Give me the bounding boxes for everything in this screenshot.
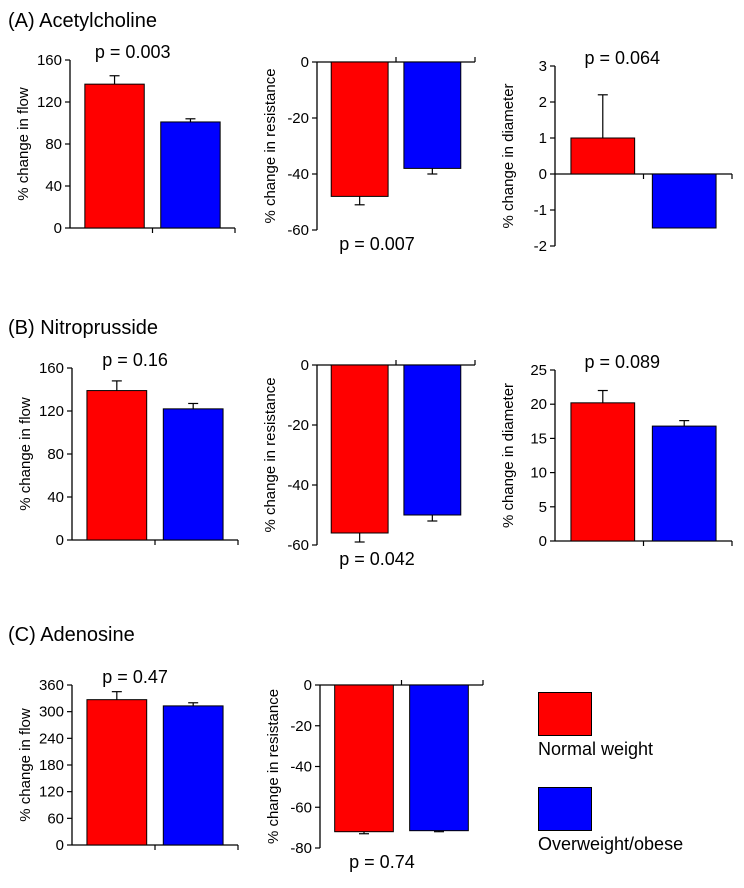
- bar-normal: [330, 364, 389, 534]
- y-tick-label: 120: [37, 94, 62, 111]
- y-tick-label: 160: [37, 52, 62, 69]
- panel-a2: 0 -20 -40 -60 % change in resistance p = 0.00…: [262, 54, 476, 254]
- y-tick-label: 120: [39, 403, 64, 420]
- y-tick-label: -2: [534, 238, 547, 255]
- bar-normal: [330, 61, 389, 197]
- p-value-label: p = 0.007: [339, 234, 415, 254]
- bar-normal: [334, 684, 394, 833]
- bar-overweight: [162, 408, 224, 541]
- y-tick-label: 120: [39, 784, 64, 801]
- y-tick-label: -40: [290, 759, 312, 776]
- y-tick-label: -80: [290, 840, 312, 857]
- panel-a1: 0 40 80 120 160 % change in flow p = 0.003: [15, 42, 236, 237]
- y-tick-label: 300: [39, 704, 64, 721]
- y-tick-label: 180: [39, 757, 64, 774]
- y-tick-label: 0: [56, 837, 64, 854]
- y-tick-label: 15: [530, 430, 547, 447]
- y-axis-label: % change in resistance: [265, 689, 282, 844]
- y-tick-label: 240: [39, 730, 64, 747]
- y-tick-label: 0: [301, 357, 309, 374]
- y-tick-label: 1: [539, 130, 547, 147]
- y-axis-label: % change in flow: [17, 708, 34, 822]
- y-axis-label: % change in flow: [15, 87, 32, 201]
- y-tick-label: -20: [290, 718, 312, 735]
- panel-b3: 0 5 10 15 20 25 % change in diameter p = 0.089: [500, 352, 733, 550]
- bar-overweight: [409, 684, 469, 832]
- y-axis-label: % change in diameter: [500, 83, 517, 228]
- y-tick-label: 160: [39, 360, 64, 377]
- panel-c2: 0 -20 -40 -60 -80 % change in resistance p = 0…: [265, 677, 484, 872]
- panel-c1: 0 60 120 180 240 300 360 % change in flow p = 0.…: [17, 667, 239, 854]
- bar-normal: [570, 137, 636, 175]
- y-tick-label: 40: [47, 489, 64, 506]
- p-value-label: p = 0.16: [102, 350, 168, 370]
- y-tick-label: 80: [47, 446, 64, 463]
- y-tick-label: 0: [54, 220, 62, 237]
- y-axis-label: % change in resistance: [262, 377, 279, 532]
- p-value-label: p = 0.74: [349, 852, 415, 872]
- y-tick-label: 80: [45, 136, 62, 153]
- y-tick-label: 0: [539, 533, 547, 550]
- bar-normal: [84, 83, 145, 229]
- p-value-label: p = 0.003: [95, 42, 171, 62]
- legend-label-overweight: Overweight/obese: [538, 834, 684, 854]
- p-value-label: p = 0.47: [102, 667, 168, 687]
- p-value-label: p = 0.089: [584, 352, 660, 372]
- y-tick-label: -20: [287, 417, 309, 434]
- panel-b1: 0 40 80 120 160 % change in flow p = 0.16: [17, 350, 239, 549]
- p-value-label: p = 0.064: [584, 48, 660, 68]
- bar-normal: [570, 402, 636, 542]
- y-axis-label: % change in resistance: [262, 68, 279, 223]
- section-title-acetylcholine: (A) Acetylcholine: [8, 10, 157, 32]
- bar-overweight: [651, 173, 717, 229]
- y-axis-label: % change in flow: [17, 397, 34, 511]
- y-tick-label: -40: [287, 166, 309, 183]
- y-tick-label: 0: [304, 677, 312, 694]
- bar-overweight: [160, 121, 221, 229]
- section-title-nitroprusside: (B) Nitroprusside: [8, 317, 159, 339]
- y-tick-label: -1: [534, 202, 547, 219]
- y-tick-label: -20: [287, 110, 309, 127]
- bar-overweight: [403, 61, 462, 169]
- y-tick-label: 5: [539, 499, 547, 516]
- legend-label-normal: Normal weight: [538, 739, 654, 759]
- y-tick-label: 60: [47, 810, 64, 827]
- y-tick-label: 0: [56, 532, 64, 549]
- p-value-label: p = 0.042: [339, 549, 415, 569]
- bar-overweight: [403, 364, 462, 516]
- y-tick-label: 360: [39, 677, 64, 694]
- y-tick-label: 25: [530, 362, 547, 379]
- legend-swatch-normal: [538, 692, 592, 736]
- bar-normal: [86, 699, 148, 846]
- legend-swatch-overweight: [538, 787, 592, 831]
- y-tick-label: 10: [530, 465, 547, 482]
- y-tick-label: -60: [290, 799, 312, 816]
- bar-overweight: [651, 425, 717, 542]
- y-tick-label: 3: [539, 58, 547, 75]
- y-tick-label: -40: [287, 477, 309, 494]
- y-axis-label: % change in diameter: [500, 383, 517, 528]
- section-title-adenosine: (C) Adenosine: [8, 624, 135, 646]
- bar-normal: [86, 390, 148, 541]
- y-tick-label: 0: [539, 166, 547, 183]
- panel-a3: 3 2 1 0 -1 -2 % change in diameter p = 0.064: [500, 48, 733, 255]
- bar-overweight: [162, 705, 224, 846]
- y-tick-label: 40: [45, 178, 62, 195]
- panel-b2: 0 -20 -40 -60 % change in resistance p = 0.04…: [262, 357, 476, 569]
- y-tick-label: 0: [301, 54, 309, 71]
- y-tick-label: -60: [287, 222, 309, 239]
- y-tick-label: -60: [287, 537, 309, 554]
- y-tick-label: 2: [539, 94, 547, 111]
- y-tick-label: 20: [530, 396, 547, 413]
